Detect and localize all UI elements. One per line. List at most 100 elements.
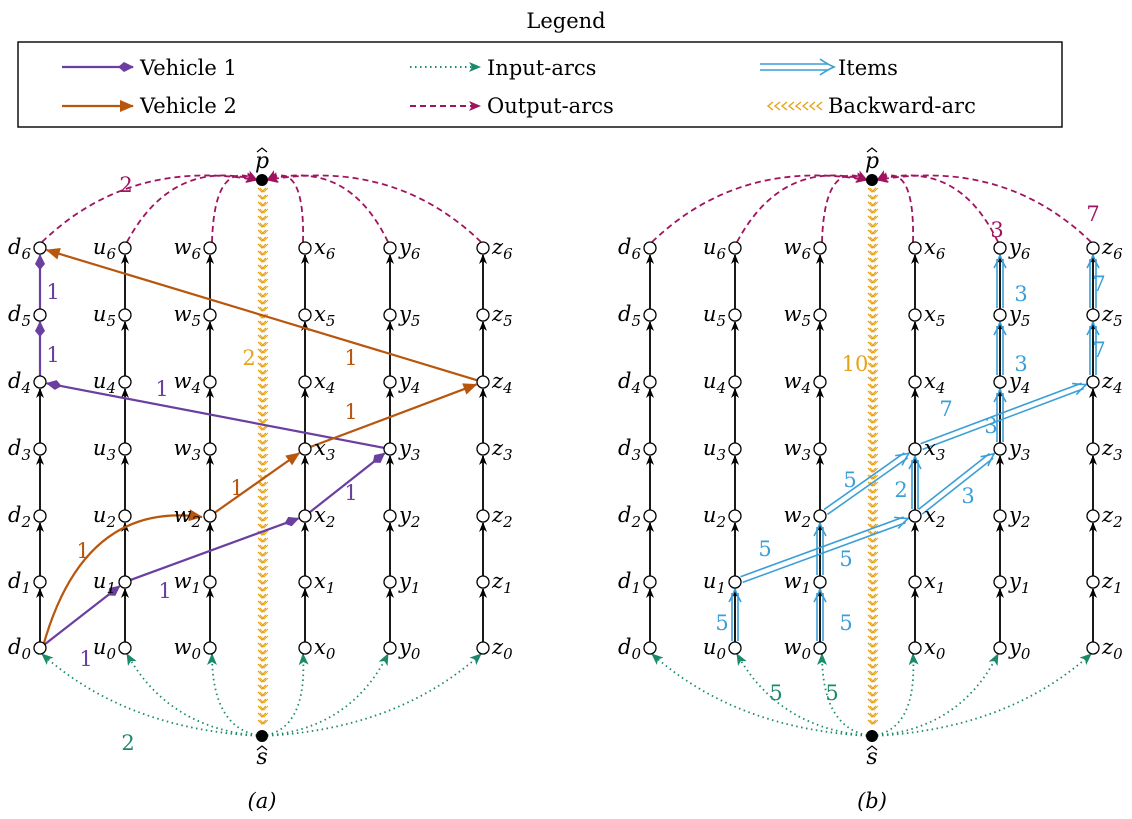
panel-a-node-x6 <box>298 241 312 255</box>
panel-a-sink-hat <box>256 147 268 153</box>
panel-b-node-w3 <box>813 442 827 456</box>
panel-b-node-w0 <box>813 641 827 655</box>
panel-a-backward-flow: 2 <box>242 346 255 370</box>
panel-b-item-flow-2: 5 <box>839 547 852 571</box>
panel-b-node-u3 <box>728 442 742 456</box>
panel-a-label-w5: w5 <box>173 302 201 330</box>
panel-a-label-w2: w2 <box>173 503 201 531</box>
panel-b-item-flow-5: 2 <box>894 478 907 502</box>
panel-a-vehicle-2-arc-1 <box>214 452 301 514</box>
panel-b-label-w6: w6 <box>783 235 811 263</box>
panel-b-node-u4 <box>728 375 742 389</box>
legend-input-arcs-label: Input-arcs <box>487 56 596 80</box>
panel-b-label-d3: d3 <box>618 436 641 464</box>
legend-vehicle-2-label: Vehicle 2 <box>139 94 237 118</box>
legend-box <box>17 41 1063 128</box>
panel-b-label-z4: z4 <box>1101 369 1123 397</box>
panel-a-vehicle-1-flow-0: 1 <box>79 647 92 671</box>
panel-a-label-z0: z0 <box>491 635 513 663</box>
panel-a-label-y0: y0 <box>398 635 421 663</box>
panel-a-label-w3: w3 <box>173 436 201 464</box>
panel-a-output-arc-x6 <box>266 170 304 243</box>
panel-b-node-d6 <box>643 241 657 255</box>
legend-backward-arc-sample <box>766 101 823 111</box>
panel-a-label-z6: z6 <box>491 235 513 263</box>
panel-b-node-x2 <box>908 509 922 523</box>
panel-b-item-flow-4: 5 <box>843 468 856 492</box>
panel-b-label-d6: d6 <box>618 235 641 263</box>
panel-b-caption: (b) <box>857 789 887 813</box>
panel-b-node-w2 <box>813 509 827 523</box>
panel-a-node-y1 <box>383 575 397 589</box>
panel-b-node-x4 <box>908 375 922 389</box>
panel-b-node-w4 <box>813 375 827 389</box>
panel-b-label-w5: w5 <box>783 302 811 330</box>
panel-a-node-x2 <box>298 509 312 523</box>
panel-b-node-d5 <box>643 308 657 322</box>
panel-a-node-u5 <box>118 308 132 322</box>
panel-b-label-z3: z3 <box>1101 436 1123 464</box>
panel-b-label-d0: d0 <box>618 635 641 663</box>
panel-b-label-d1: d1 <box>618 569 641 597</box>
panel-a-node-z3 <box>476 442 490 456</box>
panel-b-output-flow-1: 7 <box>1086 202 1099 226</box>
panel-a-node-u4 <box>118 375 132 389</box>
panel-a-source-node <box>256 730 268 742</box>
panel-a-node-d1 <box>33 575 47 589</box>
panel-b-node-y2 <box>993 509 1007 523</box>
panel-a-label-u1: u1 <box>93 569 116 597</box>
panel-b-node-d0 <box>643 641 657 655</box>
panel-b-label-y0: y0 <box>1008 635 1031 663</box>
panel-b-input-flow-0: 5 <box>769 681 782 705</box>
panel-b-sink-node <box>866 174 878 186</box>
panel-b-label-u5: u5 <box>703 302 726 330</box>
panel-b-label-x0: x0 <box>924 635 946 663</box>
panel-b-backward-flow: 10 <box>842 352 869 376</box>
panel-b-node-w6 <box>813 241 827 255</box>
panel-b-label-d4: d4 <box>618 369 641 397</box>
panel-b-label-u2: u2 <box>703 503 726 531</box>
panel-a: d0 d1 d2 d3 d4 d5 d6 u0 u1 u2 u3 u4 u5 u6 w0 w1 w2 w3 w4 w5… <box>8 147 513 770</box>
panel-b-input-arc-y0 <box>871 653 999 737</box>
panel-a-node-u0 <box>118 641 132 655</box>
panel-b-item-flow-9: 3 <box>1014 352 1027 376</box>
panel-b-label-u0: u0 <box>703 635 727 663</box>
panel-a-vehicle-1-arc-1 <box>130 516 300 581</box>
panel-b-node-u5 <box>728 308 742 322</box>
panel-a-sink-node <box>256 174 268 186</box>
panel-a-output-flow: 2 <box>119 173 132 197</box>
panel-b-item-arc-6 <box>918 453 995 515</box>
panel-a-node-z6 <box>476 241 490 255</box>
panel-a-label-d6: d6 <box>8 235 31 263</box>
panel-b-node-z3 <box>1086 442 1100 456</box>
panel-b-item-arc-11 <box>1090 322 1096 375</box>
panel-a-input-arc-w0 <box>207 653 263 737</box>
panel-a-label-y3: y3 <box>398 436 420 464</box>
legend-vehicle-1-label: Vehicle 1 <box>139 56 237 80</box>
panel-a-vehicle-2-arc-3 <box>45 248 478 382</box>
panel-a-output-arc-d6 <box>41 173 258 243</box>
panel-a-input-arc-u0 <box>126 653 263 737</box>
legend-output-arcs-label: Output-arcs <box>487 94 614 118</box>
panel-a-node-x0 <box>298 641 312 655</box>
panel-b-item-arc-10 <box>997 255 1003 308</box>
panel-a-vehicle-1-flow-1: 1 <box>158 579 171 603</box>
panel-b-output-arc-z6 <box>876 173 1092 243</box>
panel-a-node-z4 <box>476 375 490 389</box>
panel-a-backward-arc <box>257 187 269 725</box>
panel-b-node-z2 <box>1086 509 1100 523</box>
panel-b-item-flow-6: 3 <box>961 484 974 508</box>
panel-b-node-y3 <box>993 442 1007 456</box>
panel-a-vehicle-1-arc-3 <box>45 380 385 449</box>
panel-b-label-x5: x5 <box>924 302 945 330</box>
panel-b-item-flow-3: 5 <box>758 537 771 561</box>
panel-a-node-y3 <box>383 442 397 456</box>
panel-a-node-w5 <box>203 308 217 322</box>
panel-b-label-w3: w3 <box>783 436 811 464</box>
panel-a-node-d6 <box>33 241 47 255</box>
panel-a-node-w2 <box>203 509 217 523</box>
panel-b-label-w4: w4 <box>783 369 811 397</box>
panel-a-node-x5 <box>298 308 312 322</box>
panel-b-item-flow-12: 7 <box>1092 272 1105 296</box>
